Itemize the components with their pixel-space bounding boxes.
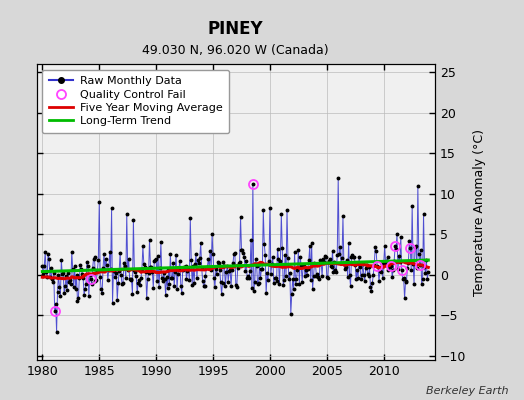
Text: 49.030 N, 96.020 W (Canada): 49.030 N, 96.020 W (Canada) <box>143 44 329 57</box>
Text: Berkeley Earth: Berkeley Earth <box>426 386 508 396</box>
Legend: Raw Monthly Data, Quality Control Fail, Five Year Moving Average, Long-Term Tren: Raw Monthly Data, Quality Control Fail, … <box>42 70 230 133</box>
Y-axis label: Temperature Anomaly (°C): Temperature Anomaly (°C) <box>473 128 486 296</box>
Text: PINEY: PINEY <box>208 20 264 38</box>
